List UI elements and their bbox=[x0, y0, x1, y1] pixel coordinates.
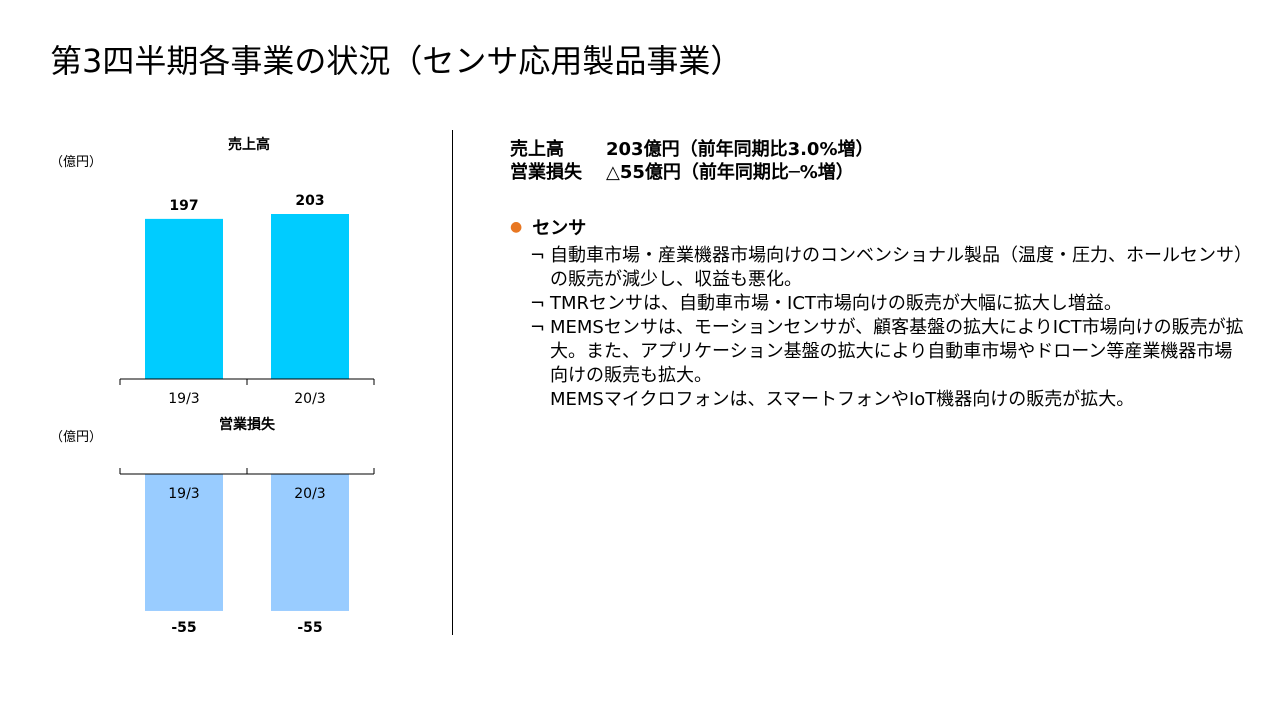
unit-label: （億円） bbox=[50, 429, 102, 445]
bullet-mark: ¬ bbox=[530, 317, 546, 338]
summary-block: 売上高 203億円（前年同期比3.0%増） 営業損失 △55億円（前年同期比─%増） bbox=[510, 138, 874, 184]
data-label: 203 bbox=[295, 193, 324, 209]
bullet-mark: ¬ bbox=[530, 293, 546, 314]
bullet-list: ¬ 自動車市場・産業機器市場向けのコンベンショナル製品（温度・圧力、ホールセンサ… bbox=[510, 244, 1250, 412]
sales-summary-label: 売上高 bbox=[510, 139, 564, 160]
operating-loss-chart: 営業損失 （億円） 19/3 -55 20/3 -55 bbox=[50, 416, 375, 636]
list-item-text: 自動車市場・産業機器市場向けのコンベンショナル製品（温度・圧力、ホールセンサ）の… bbox=[550, 245, 1243, 290]
vertical-divider bbox=[452, 130, 453, 635]
loss-summary-label: 営業損失 bbox=[510, 162, 582, 183]
charts-area: 売上高 （億円） 197 19/3 203 20/3 営業損失 （億円） 19/3 -55 20/… bbox=[50, 136, 375, 636]
sensor-section: ● センサ ¬ 自動車市場・産業機器市場向けのコンベンショナル製品（温度・圧力、… bbox=[510, 214, 1250, 412]
unit-label: （億円） bbox=[50, 154, 102, 170]
chart-title: 売上高 bbox=[228, 136, 270, 153]
loss-summary-row: 営業損失 △55億円（前年同期比─%増） bbox=[510, 161, 874, 184]
bullet-mark: ¬ bbox=[530, 245, 546, 266]
tick-label: 20/3 bbox=[294, 391, 325, 407]
page-title: 第3四半期各事業の状況（センサ応用製品事業） bbox=[50, 42, 743, 80]
bar bbox=[271, 474, 349, 611]
bullet-dot-icon: ● bbox=[510, 219, 523, 235]
bar bbox=[271, 214, 349, 379]
tick-label: 19/3 bbox=[168, 391, 199, 407]
list-item-text: MEMSセンサは、モーションセンサが、顧客基盤の拡大によりICT市場向けの販売が… bbox=[550, 317, 1244, 386]
list-item-text: TMRセンサは、自動車市場・ICT市場向けの販売が大幅に拡大し増益。 bbox=[550, 293, 1122, 314]
list-item: ¬ TMRセンサは、自動車市場・ICT市場向けの販売が大幅に拡大し増益。 bbox=[510, 292, 1250, 316]
tick-label: 20/3 bbox=[294, 486, 325, 502]
chart-title: 営業損失 bbox=[219, 416, 276, 433]
data-label: -55 bbox=[297, 620, 322, 636]
loss-summary-value: △55億円（前年同期比─%増） bbox=[606, 162, 854, 183]
sales-summary-row: 売上高 203億円（前年同期比3.0%増） bbox=[510, 138, 874, 161]
bar bbox=[145, 218, 223, 379]
sales-summary-value: 203億円（前年同期比3.0%増） bbox=[606, 139, 874, 160]
tick-label: 19/3 bbox=[168, 486, 199, 502]
data-label: 197 bbox=[169, 198, 198, 214]
list-item: ¬ MEMSセンサは、モーションセンサが、顧客基盤の拡大によりICT市場向けの販… bbox=[510, 316, 1250, 388]
list-item-extra: MEMSマイクロフォンは、スマートフォンやIoT機器向けの販売が拡大。 bbox=[550, 389, 1135, 410]
section-heading-text: センサ bbox=[532, 218, 587, 239]
list-item: ¬ 自動車市場・産業機器市場向けのコンベンショナル製品（温度・圧力、ホールセンサ… bbox=[510, 244, 1250, 292]
section-heading: ● センサ bbox=[510, 214, 1250, 240]
sales-chart: 売上高 （億円） 197 19/3 203 20/3 bbox=[50, 136, 375, 407]
data-label: -55 bbox=[171, 620, 196, 636]
bar bbox=[145, 474, 223, 611]
